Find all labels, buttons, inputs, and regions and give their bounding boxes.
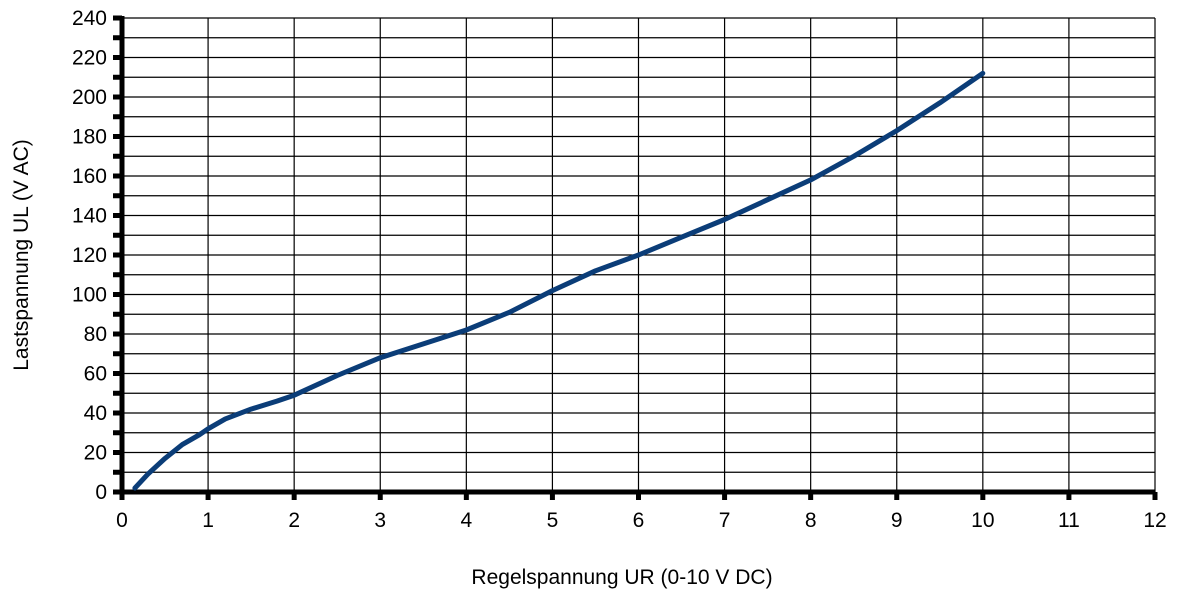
y-tick-label: 120 [72, 244, 107, 267]
y-tick-labels: 0 20 40 60 80 100 120 140 160 180 200 220 240 [72, 7, 107, 504]
y-tick-label: 220 [72, 47, 107, 70]
x-tick-label: 3 [374, 509, 386, 532]
x-tick-labels: 0 1 2 3 4 5 6 7 8 9 10 11 12 [116, 509, 1167, 532]
y-tick-label: 60 [84, 363, 107, 386]
x-tick-label: 5 [547, 509, 559, 532]
x-tick-label: 10 [971, 509, 994, 532]
y-tick-label: 0 [95, 481, 107, 504]
x-tick-label: 7 [719, 509, 731, 532]
y-axis-title: Lastspannung UL (V AC) [10, 139, 33, 371]
series-layer [132, 70, 986, 491]
y-tick-label: 180 [72, 126, 107, 149]
x-tick-label: 4 [460, 509, 472, 532]
y-tick-label: 240 [72, 7, 107, 30]
x-tick-label: 6 [633, 509, 645, 532]
x-tick-label: 8 [805, 509, 817, 532]
y-tick-label: 100 [72, 284, 107, 307]
x-axis-title: Regelspannung UR (0-10 V DC) [471, 566, 772, 589]
x-tick-label: 9 [891, 509, 903, 532]
y-tick-label: 40 [84, 402, 107, 425]
axes [113, 15, 1158, 500]
y-tick-label: 160 [72, 165, 107, 188]
x-tick-label: 0 [116, 509, 128, 532]
y-tick-label: 200 [72, 86, 107, 109]
y-tick-label: 140 [72, 205, 107, 228]
series-line [132, 70, 986, 491]
x-tick-label: 2 [288, 509, 300, 532]
x-tick-label: 11 [1058, 509, 1080, 532]
x-tick-label: 12 [1143, 509, 1166, 532]
x-tick-label: 1 [202, 509, 214, 532]
y-tick-label: 20 [84, 442, 107, 465]
y-tick-label: 80 [84, 323, 107, 346]
